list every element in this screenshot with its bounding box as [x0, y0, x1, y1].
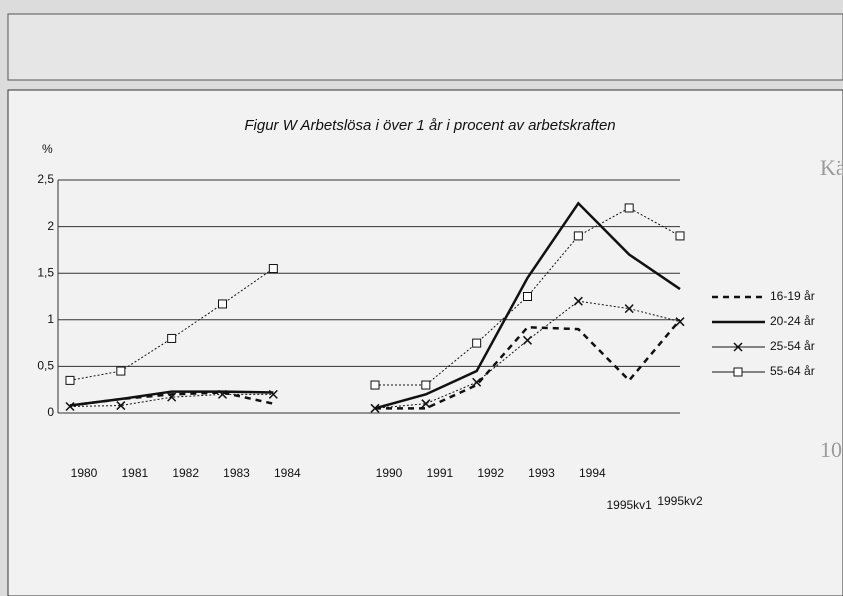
- data-point: [268, 264, 278, 274]
- data-point: [116, 366, 126, 376]
- background-text: Källa: AKU: [820, 155, 843, 180]
- data-point: [675, 317, 685, 327]
- data-point: [573, 231, 583, 241]
- x-tick-label: 1992: [477, 466, 504, 480]
- series-line: [69, 201, 681, 410]
- legend-marker: [733, 367, 743, 377]
- x-tick-label: 1995kv1: [606, 498, 652, 512]
- data-point: [116, 401, 126, 411]
- legend-marker: [733, 342, 743, 352]
- y-tick-label: 2,5: [37, 172, 54, 186]
- y-tick-label: 1,5: [37, 265, 54, 279]
- data-point: [675, 231, 685, 241]
- x-tick-label: 1983: [223, 466, 250, 480]
- x-tick-label: 1990: [376, 466, 403, 480]
- data-point: [472, 377, 482, 387]
- data-point: [370, 380, 380, 390]
- x-tick-label: 1980: [71, 466, 98, 480]
- data-point: [167, 392, 177, 402]
- y-tick-label: 0: [47, 405, 54, 419]
- data-point: [65, 375, 75, 385]
- data-point: [65, 401, 75, 412]
- x-tick-label: 1984: [274, 466, 301, 480]
- chart-title: Figur W Arbetslösa i över 1 år i procent…: [244, 117, 615, 134]
- data-point: [268, 389, 278, 399]
- y-tick-label: 2: [47, 219, 54, 233]
- legend-label: 16-19 år: [770, 289, 815, 303]
- x-tick-label: 1993: [528, 466, 555, 480]
- data-point: [167, 333, 177, 343]
- legend-label: 55-64 år: [770, 364, 815, 378]
- upper-frame: [7, 13, 843, 81]
- data-point: [523, 292, 532, 301]
- x-tick-label: 1981: [121, 466, 148, 480]
- data-point: [522, 335, 533, 345]
- data-point: [370, 403, 380, 413]
- chart-frame: [7, 89, 843, 596]
- legend-label: 20-24 år: [770, 314, 815, 328]
- background-text: 10.7 Långtidsarbetslöshet vanligast vid …: [820, 437, 843, 462]
- y-tick-label: 0,5: [37, 359, 54, 373]
- x-tick-label: 1995kv2: [657, 494, 703, 508]
- data-point: [624, 304, 634, 314]
- x-tick-label: 1982: [172, 466, 199, 480]
- data-point: [624, 203, 634, 213]
- y-axis-label: %: [42, 142, 53, 156]
- data-point: [217, 389, 228, 399]
- data-point: [421, 399, 431, 409]
- x-tick-label: 1994: [579, 466, 606, 480]
- y-tick-label: 1: [47, 312, 54, 326]
- legend-label: 25-54 år: [770, 339, 815, 353]
- data-point: [573, 296, 583, 306]
- data-point: [472, 338, 482, 348]
- x-tick-label: 1991: [426, 466, 453, 480]
- data-point: [421, 380, 431, 390]
- data-point: [218, 299, 227, 309]
